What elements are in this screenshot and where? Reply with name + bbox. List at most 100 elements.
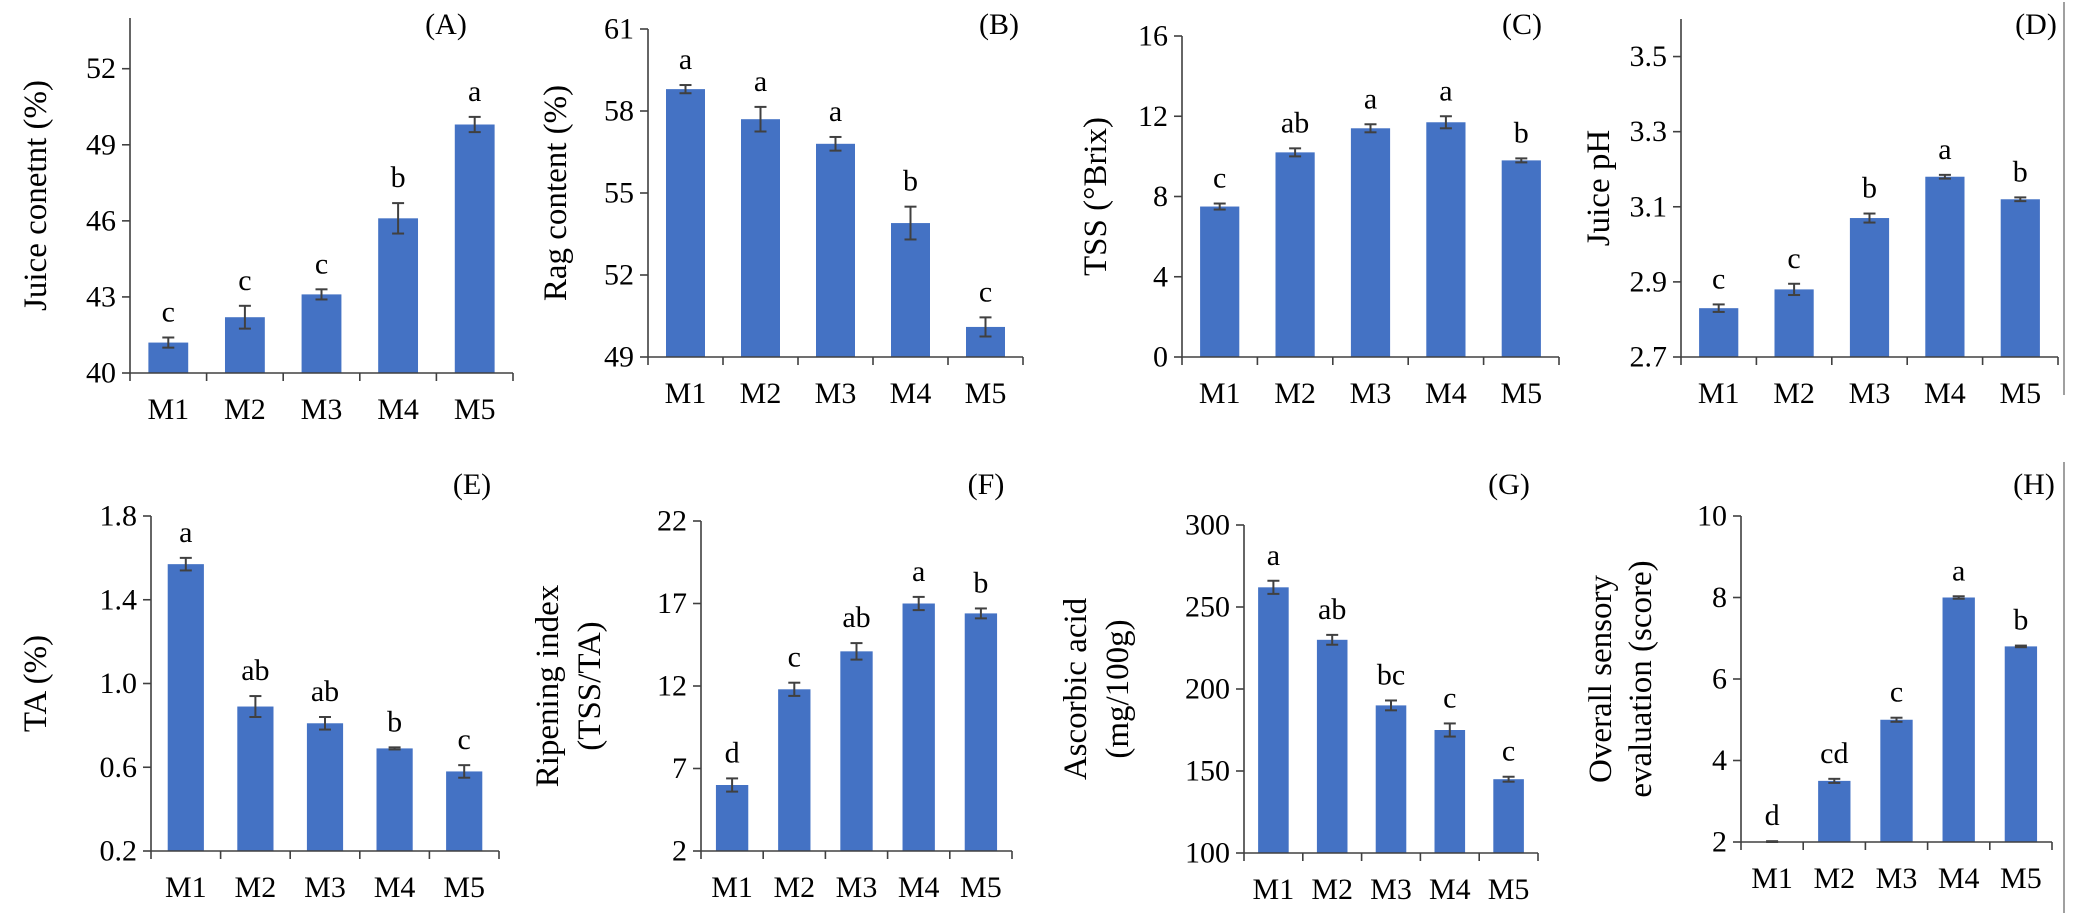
- y-tick-label: 12: [657, 670, 687, 703]
- error-bar: [1443, 722, 1456, 738]
- significance-letter: a: [829, 95, 842, 128]
- significance-letter: ab: [842, 601, 870, 634]
- bar-m2: [1316, 639, 1348, 853]
- bar-m3: [306, 723, 344, 851]
- error-bar: [2014, 196, 2027, 203]
- x-tick-label: M1: [665, 377, 707, 410]
- bar-m5: [2004, 646, 2038, 842]
- error-bar: [1938, 173, 1951, 180]
- error-bar: [2014, 644, 2027, 649]
- y-tick-label: 300: [1185, 509, 1230, 542]
- error-bar: [1213, 202, 1226, 211]
- significance-letter: a: [1364, 82, 1377, 115]
- y-axis-title: (mg/100g): [1100, 619, 1136, 758]
- error-bar: [1364, 123, 1377, 134]
- y-axis-title: TA (%): [18, 635, 54, 732]
- x-tick-label: M3: [1370, 873, 1412, 906]
- panel-label: (C): [1502, 8, 1542, 41]
- y-tick-label: 7: [672, 752, 687, 785]
- bar-m3: [301, 294, 342, 373]
- panel-h: 2 4 6 8 10 M1 d M2 cd M3 c M4 a M5 b Overall sensory eva…: [1583, 462, 2065, 913]
- bar-m1: [1200, 206, 1240, 357]
- panel-e: 0.2 0.6 1.0 1.4 1.8 M1 a M2 ab M3 ab M4 b M5 c TA (%) (E…: [18, 468, 500, 904]
- bar-m2: [237, 706, 274, 851]
- y-tick-label: 2: [672, 835, 687, 868]
- y-tick-label: 22: [657, 505, 687, 538]
- significance-letter: ab: [311, 675, 339, 708]
- bar-m1: [666, 89, 705, 357]
- bar-m4: [1426, 122, 1466, 357]
- x-tick-label: M2: [235, 871, 277, 904]
- bar-m4: [902, 603, 935, 851]
- error-bar: [1385, 699, 1397, 712]
- y-tick-label: 12: [1138, 100, 1168, 133]
- significance-letter: c: [315, 247, 328, 280]
- x-tick-label: M4: [1924, 377, 1966, 410]
- bar-m5: [2000, 199, 2040, 357]
- panel-label: (D): [2015, 8, 2057, 41]
- y-tick-label: 4: [1153, 260, 1168, 293]
- x-tick-label: M5: [2000, 862, 2042, 895]
- y-tick-label: 0: [1153, 341, 1168, 374]
- bar-m4: [1942, 597, 1975, 842]
- bar-m3: [1880, 719, 1913, 842]
- x-tick-label: M2: [1813, 862, 1855, 895]
- x-tick-label: M4: [898, 871, 940, 904]
- panel-b: 49 52 55 58 61 M1 a M2 a M3 a M4 b M5 c Rag content (%)…: [538, 8, 1024, 410]
- y-tick-label: 52: [604, 259, 634, 292]
- significance-letter: a: [1952, 554, 1965, 587]
- x-tick-label: M1: [165, 871, 207, 904]
- significance-letter: b: [2013, 604, 2028, 637]
- y-tick-label: 2: [1712, 826, 1727, 859]
- significance-letter: a: [1439, 74, 1452, 107]
- x-tick-label: M4: [1429, 873, 1471, 906]
- significance-letter: a: [912, 555, 925, 588]
- y-tick-label: 3.1: [1630, 190, 1668, 223]
- panel-label: (F): [968, 468, 1005, 501]
- significance-letter: b: [391, 161, 406, 194]
- bar-m5: [454, 124, 495, 373]
- x-tick-label: M2: [1274, 377, 1316, 410]
- y-tick-label: 0.6: [100, 751, 138, 784]
- panel-f: 2 7 12 17 22 M1 d M2 c M3 ab M4 a M5 b Ripening index (T…: [530, 468, 1013, 904]
- bar-m2: [1275, 152, 1315, 357]
- bar-m5: [1501, 160, 1541, 357]
- y-tick-label: 16: [1138, 20, 1168, 53]
- x-tick-label: M5: [1488, 873, 1530, 906]
- significance-letter: b: [2013, 155, 2028, 188]
- y-tick-label: 1.8: [100, 500, 138, 533]
- x-tick-label: M3: [815, 377, 857, 410]
- x-tick-label: M2: [740, 377, 782, 410]
- x-tick-label: M3: [836, 871, 878, 904]
- bar-m4: [1925, 176, 1965, 357]
- bar-m3: [1375, 705, 1407, 853]
- significance-letter: c: [979, 275, 992, 308]
- x-tick-label: M5: [965, 377, 1007, 410]
- error-bar: [788, 681, 801, 697]
- bar-m4: [891, 223, 930, 357]
- bar-m3: [1849, 218, 1890, 357]
- error-bar: [249, 695, 262, 718]
- significance-letter: a: [468, 75, 481, 108]
- bar-m1: [167, 564, 204, 851]
- x-tick-label: M5: [1500, 377, 1542, 410]
- x-tick-label: M2: [224, 393, 266, 426]
- error-bar: [850, 642, 863, 661]
- y-axis-title: (TSS/TA): [572, 621, 608, 750]
- bar-m1: [1258, 587, 1289, 853]
- x-tick-label: M3: [1876, 862, 1918, 895]
- significance-letter: ab: [1281, 106, 1309, 139]
- significance-letter: c: [788, 641, 801, 674]
- significance-letter: d: [725, 736, 740, 769]
- error-bar: [726, 777, 739, 793]
- error-bar: [1863, 212, 1876, 224]
- y-tick-label: 58: [604, 95, 634, 128]
- x-tick-label: M1: [711, 871, 753, 904]
- y-tick-label: 55: [604, 177, 634, 210]
- significance-letter: d: [1765, 799, 1780, 832]
- error-bar: [974, 607, 987, 620]
- x-tick-label: M5: [454, 393, 496, 426]
- significance-letter: a: [179, 516, 192, 549]
- error-bar: [679, 84, 692, 95]
